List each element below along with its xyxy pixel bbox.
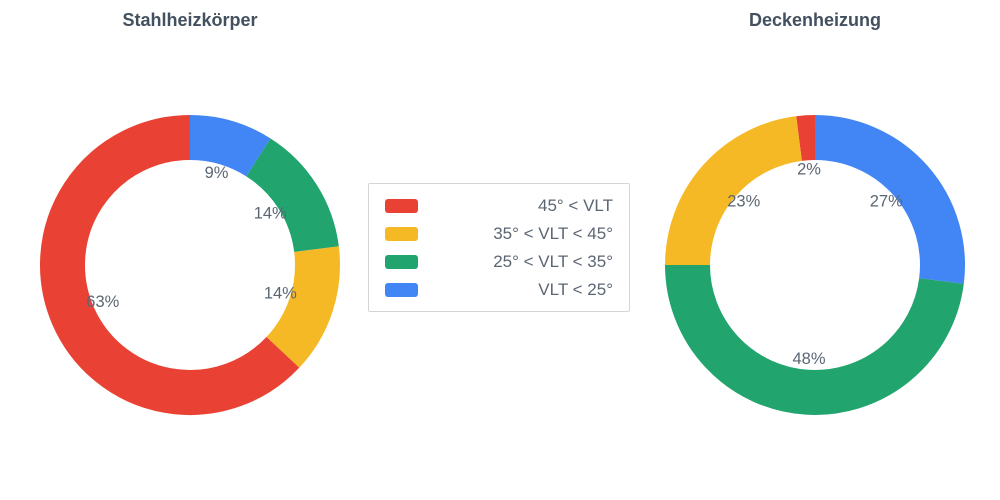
- legend-item-label: VLT < 25°: [538, 280, 613, 299]
- percent-label: 14%: [264, 285, 297, 303]
- percent-label: 9%: [205, 164, 229, 182]
- legend-color-swatch: [385, 198, 418, 213]
- chart-title-stahlheizkoerper: Stahlheizkörper: [122, 10, 258, 30]
- percent-label: 48%: [793, 350, 826, 368]
- legend-item[interactable]: VLT < 25°: [385, 280, 613, 299]
- donut-slice-3: [245, 138, 339, 253]
- donut-slice-4: [814, 115, 965, 284]
- donut-chart-stahlheizkoerper: 63% 14% 14% 9%: [40, 115, 340, 415]
- chart-title-deckenheizung: Deckenheizung: [748, 10, 882, 30]
- legend-item-label: 25° < VLT < 35°: [493, 252, 613, 271]
- legend: 45° < VLT 35° < VLT < 45° 25° < VLT < 35…: [368, 183, 630, 312]
- legend-item[interactable]: 25° < VLT < 35°: [385, 252, 613, 271]
- percent-label: 23%: [727, 193, 760, 211]
- donut-slice-4: [189, 115, 271, 177]
- legend-item[interactable]: 35° < VLT < 45°: [385, 224, 613, 243]
- legend-color-swatch: [385, 282, 418, 297]
- donut-slice-1: [40, 115, 300, 415]
- legend-color-swatch: [385, 254, 418, 269]
- percent-label: 63%: [86, 293, 119, 311]
- legend-item[interactable]: 45° < VLT: [385, 196, 613, 215]
- donut-slice-3: [665, 264, 964, 415]
- donut-slice-2: [266, 246, 340, 368]
- legend-item-label: 45° < VLT: [538, 196, 613, 215]
- percent-label: 2%: [797, 161, 821, 179]
- percent-label: 14%: [254, 204, 287, 222]
- donut-chart-deckenheizung: 2% 23% 48% 27%: [665, 115, 965, 415]
- legend-item-label: 35° < VLT < 45°: [493, 224, 613, 243]
- percent-label: 27%: [870, 193, 903, 211]
- donut-slice-1: [796, 115, 816, 161]
- donut-slice-2: [665, 116, 803, 266]
- legend-color-swatch: [385, 226, 418, 241]
